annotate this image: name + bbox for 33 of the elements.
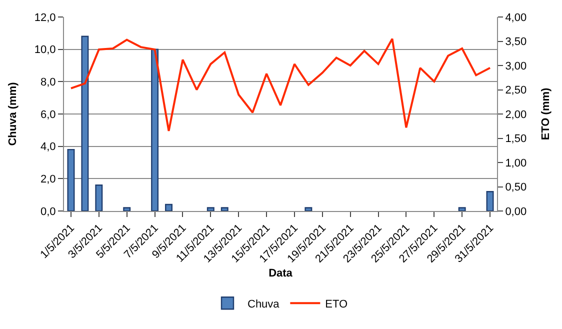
y-tick-label: 0,0 — [40, 206, 56, 218]
y-tick-label: 10,0 — [34, 44, 56, 56]
y-tick-label: 8,0 — [40, 76, 56, 89]
bar — [123, 207, 131, 211]
y-tick-label: 2,0 — [40, 174, 56, 186]
y2-tick-label: 4,00 — [505, 12, 527, 24]
line-series — [70, 38, 492, 132]
bar — [458, 207, 466, 211]
y2-tick-label: 2,50 — [505, 84, 527, 97]
y-axis-title: Chuva (mm) — [7, 82, 20, 146]
y2-tick-label: 0,50 — [505, 182, 527, 194]
bar — [220, 207, 228, 211]
y2-tick-label: 1,00 — [505, 157, 527, 170]
y2-tick-label: 3,50 — [505, 36, 527, 48]
y-tick-label: 4,0 — [40, 141, 56, 154]
bar — [95, 184, 103, 211]
y-tick-label: 12,0 — [34, 12, 56, 24]
y-tick-label: 6,0 — [40, 108, 56, 121]
y2-tick-label: 1,50 — [505, 133, 527, 146]
x-axis-title: Data — [268, 268, 294, 280]
bar — [486, 191, 494, 211]
legend-label: ETO — [325, 298, 348, 310]
bar — [151, 48, 159, 211]
y2-tick-label: 2,00 — [505, 108, 527, 121]
bar — [81, 36, 89, 211]
bar — [67, 148, 75, 211]
y2-axis-title: ETO (mm) — [540, 87, 552, 140]
bar — [206, 207, 214, 211]
y2-tick-label: 0,00 — [505, 206, 527, 218]
bar — [304, 207, 312, 211]
bar — [165, 204, 172, 211]
y2-tick-label: 3,00 — [505, 60, 527, 72]
legend-label: Chuva — [248, 298, 280, 310]
